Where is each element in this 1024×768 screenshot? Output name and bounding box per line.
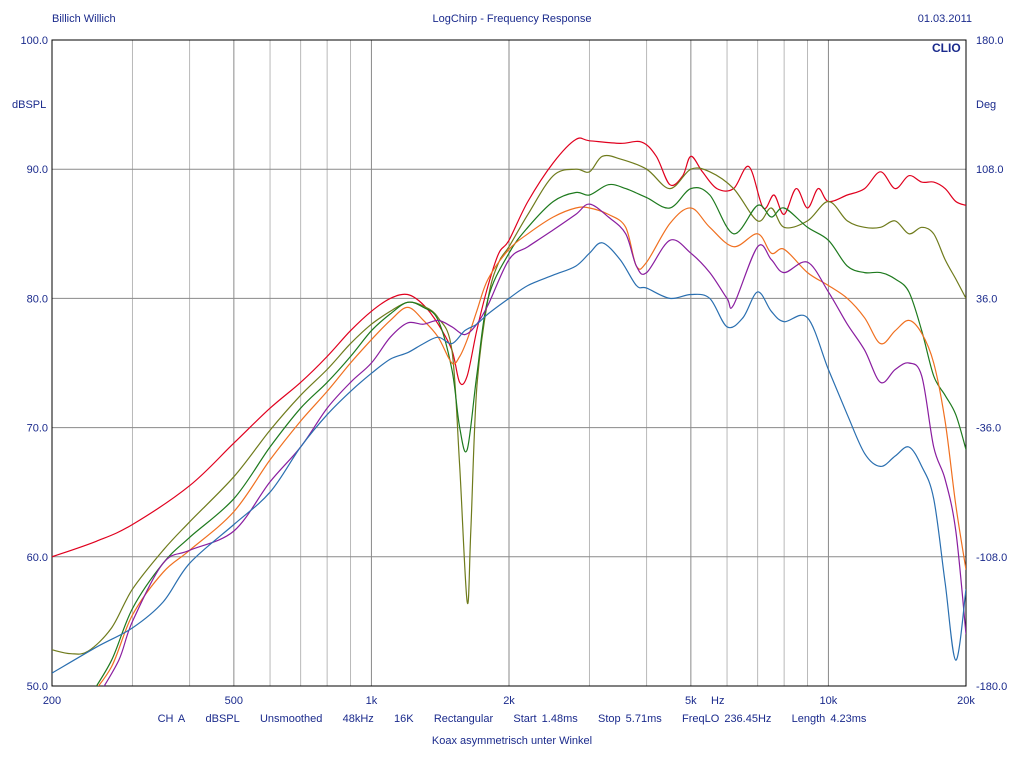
x-tick-label: 10k: [820, 695, 838, 707]
series-line-2: [52, 154, 966, 655]
param-channel: CH A: [157, 713, 186, 725]
minor-grid: [131, 40, 809, 686]
plot-frame: [51, 39, 967, 687]
x-tick-label: 2k: [503, 695, 515, 707]
y-tick-label: 70.0: [27, 423, 48, 435]
x-tick-label: 1k: [366, 695, 378, 707]
series-group: [52, 137, 966, 686]
y-tick-label: 90.0: [27, 164, 48, 176]
y-tick-label: 60.0: [27, 552, 48, 564]
y2-tick-label: -36.0: [976, 423, 1001, 435]
y2-tick-label: -180.0: [976, 681, 1007, 693]
y2-tick-label: -108.0: [976, 552, 1007, 564]
x-tick-label: 20k: [957, 695, 975, 707]
y2-tick-label: 108.0: [976, 164, 1004, 176]
series-line-6: [52, 242, 966, 674]
param-stop: Stop 5.71ms: [597, 713, 662, 725]
x-tick-label: 200: [43, 695, 61, 707]
x-tick-label: 500: [225, 695, 243, 707]
series-line-1: [52, 137, 966, 558]
param-window: Rectangular: [433, 713, 494, 725]
series-line-3: [95, 183, 966, 686]
y2-tick-label: 36.0: [976, 293, 997, 305]
header-left-label: Billich Willich: [52, 13, 116, 25]
param-fft-size: 16K: [394, 713, 414, 725]
series-line-5: [103, 203, 966, 686]
y2-tick-label: 180.0: [976, 35, 1004, 47]
y-axis-label: dBSPL: [12, 99, 46, 111]
param-smoothing: Unsmoothed: [259, 713, 323, 725]
header-date: 01.03.2011: [917, 13, 972, 25]
param-sample-rate: 48kHz: [342, 713, 374, 725]
chart-title: LogChirp - Frequency Response: [432, 13, 592, 25]
measurement-params: CH A dBSPL Unsmoothed 48kHz 16K Rectangu…: [158, 713, 867, 725]
y-tick-label: 50.0: [27, 681, 48, 693]
y-tick-label: 100.0: [20, 35, 48, 47]
param-length: Length 4.23ms: [791, 713, 867, 725]
x-axis-unit: Hz: [711, 695, 724, 707]
chart-caption: Koax asymmetrisch unter Winkel: [431, 735, 593, 747]
clio-logo: CLIO: [932, 41, 961, 55]
tick-labels: 200 500 1k 2k 5k 10k 20k 50.0 60.0 70.0 80.0 90.0 10…: [20, 35, 1007, 707]
y-tick-label: 80.0: [27, 293, 48, 305]
param-start: Start 1.48ms: [513, 713, 578, 725]
param-freqlo: FreqLO 236.45Hz: [681, 713, 772, 725]
y2-axis-label: Deg: [976, 99, 996, 111]
param-unit: dBSPL: [205, 713, 240, 725]
series-line-4: [97, 206, 966, 686]
x-tick-label: 5k: [685, 695, 697, 707]
